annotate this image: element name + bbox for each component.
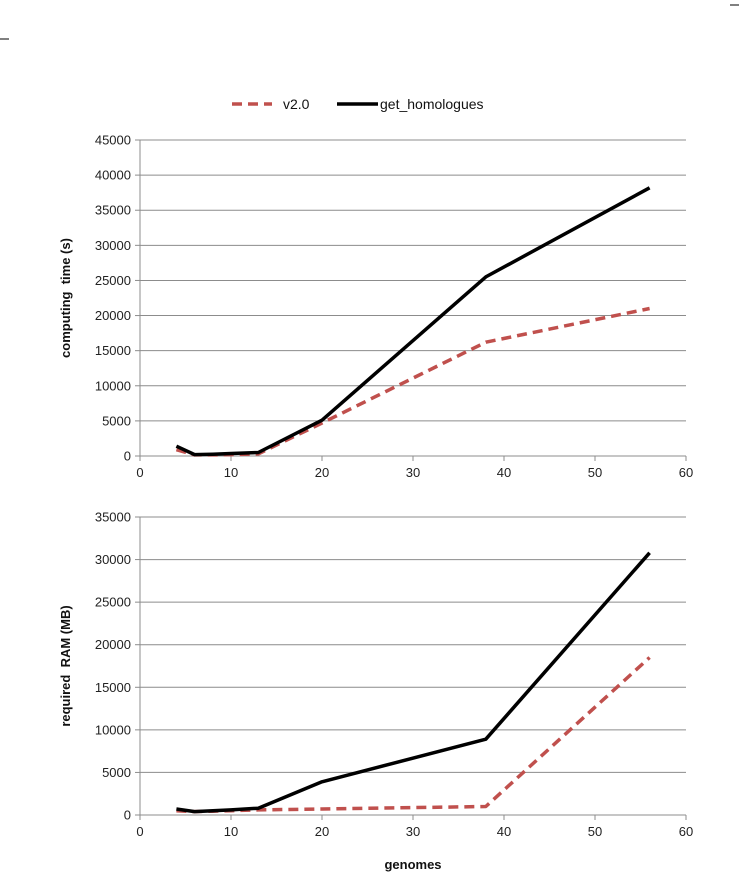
time-x-tick-label: 0	[136, 465, 143, 480]
time-y-tick-label: 5000	[102, 413, 131, 428]
time-y-tick-label: 10000	[95, 378, 131, 393]
ram-y-tick-label: 35000	[95, 510, 131, 525]
ram-y-tick-label: 20000	[95, 637, 131, 652]
ram-y-tick-label: 0	[124, 808, 131, 823]
time-y-tick-label: 0	[124, 449, 131, 464]
legend: v2.0 get_homologues	[232, 96, 484, 112]
time-y-tick-label: 30000	[95, 238, 131, 253]
time-x-tick-label: 40	[497, 465, 511, 480]
ram-x-tick-label: 50	[588, 824, 602, 839]
ram-chart: 0 5000 10000 15000 20000 25000 30000 35000 0 10 20…	[58, 510, 693, 873]
time-x-tick-label: 30	[406, 465, 420, 480]
ram-y-tick-label: 15000	[95, 680, 131, 695]
time-series-line-v2-0	[175, 306, 650, 457]
time-x-tick-label: 60	[679, 465, 693, 480]
time-x-tick-label: 10	[224, 465, 238, 480]
ram-x-tick-label: 10	[224, 824, 238, 839]
time-y-tick-label: 35000	[95, 203, 131, 218]
ram-x-axis-label: genomes	[384, 857, 441, 872]
ram-x-tick-label: 30	[406, 824, 420, 839]
ram-series-line-v2-0	[176, 656, 651, 814]
ram-y-tick-label: 25000	[95, 595, 131, 610]
time-x-tick-label: 50	[588, 465, 602, 480]
ram-series-line-get-homologues	[176, 551, 651, 814]
legend-label-get-homologues: get_homologues	[380, 96, 484, 112]
time-y-tick-label: 25000	[95, 273, 131, 288]
time-y-tick-label: 15000	[95, 343, 131, 358]
time-y-tick-label: 45000	[95, 133, 131, 148]
ram-y-tick-label: 30000	[95, 552, 131, 567]
time-y-tick-label: 40000	[95, 168, 131, 183]
ram-x-tick-label: 0	[136, 824, 143, 839]
legend-label-v2: v2.0	[283, 96, 310, 112]
ram-x-tick-label: 20	[315, 824, 329, 839]
ram-y-tick-label: 5000	[102, 765, 131, 780]
ram-x-tick-label: 60	[679, 824, 693, 839]
ram-y-tick-label: 10000	[95, 722, 131, 737]
time-y-axis-label: computing time (s)	[58, 238, 73, 358]
time-series-line-get-homologues	[175, 186, 651, 457]
ram-x-tick-label: 40	[497, 824, 511, 839]
time-y-tick-label: 20000	[95, 308, 131, 323]
ram-y-axis-label: required RAM (MB)	[58, 605, 73, 726]
computing-time-chart: 0 5000 10000 15000 20000 25000 30000 35000 40000…	[58, 133, 693, 481]
time-x-tick-label: 20	[315, 465, 329, 480]
